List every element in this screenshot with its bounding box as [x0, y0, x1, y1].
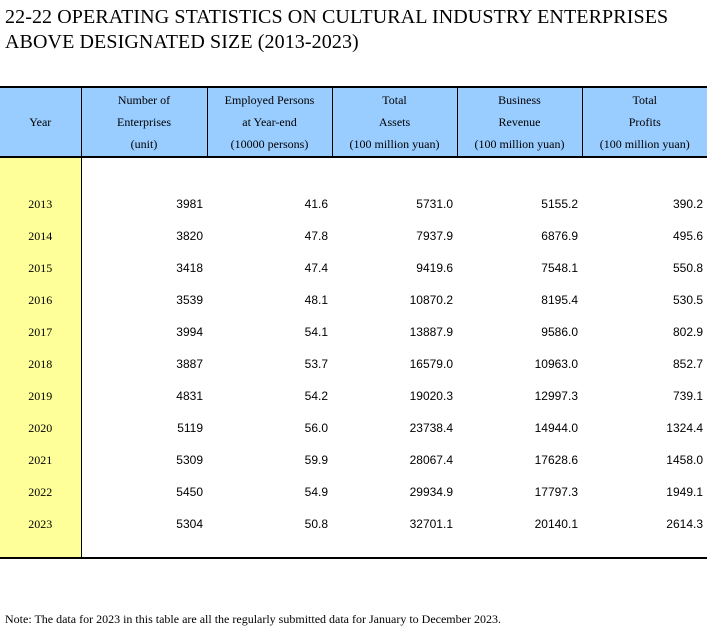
cell-assets: 28067.4	[409, 453, 453, 467]
table-row: 2017 3994 54.1 13887.9 9586.0 802.9	[0, 316, 707, 348]
cell-profits: 852.7	[672, 357, 703, 371]
col-header-year: Year	[0, 86, 82, 158]
cell-profits: 530.5	[672, 293, 703, 307]
table-row: 2021 5309 59.9 28067.4 17628.6 1458.0	[0, 444, 707, 476]
cell-enterprises: 3994	[176, 325, 203, 339]
table-row: 2020 5119 56.0 23738.4 14944.0 1324.4	[0, 412, 707, 444]
cell-assets: 13887.9	[409, 325, 453, 339]
cell-revenue: 8195.4	[541, 293, 578, 307]
cell-revenue: 5155.2	[541, 197, 578, 211]
cell-employed: 59.9	[304, 453, 328, 467]
cell-year: 2023	[0, 508, 82, 540]
cell-employed: 47.8	[304, 229, 328, 243]
col-header-employed: Employed Persons at Year-end (10000 person…	[207, 86, 333, 158]
col-header-enterprises: Number of Enterprises (unit)	[81, 86, 208, 158]
spacer-row	[0, 157, 707, 188]
cell-year: 2016	[0, 284, 82, 316]
cell-profits: 1458.0	[666, 453, 703, 467]
bottom-spacer-row	[0, 540, 707, 559]
cell-enterprises: 5119	[177, 421, 203, 435]
cell-profits: 739.1	[672, 389, 703, 403]
table-row: 2016 3539 48.1 10870.2 8195.4 530.5	[0, 284, 707, 316]
col-header-revenue: Business Revenue (100 million yuan)	[457, 86, 583, 158]
statistics-table: Year Number of Enterprises (unit) Employed…	[0, 86, 707, 559]
cell-year: 2015	[0, 252, 82, 284]
cell-year: 2020	[0, 412, 82, 444]
cell-employed: 54.2	[304, 389, 328, 403]
header-row: Year Number of Enterprises (unit) Employed…	[0, 86, 707, 158]
cell-assets: 9419.6	[416, 261, 453, 275]
table-note: Note: The data for 2023 in this table ar…	[5, 612, 501, 626]
cell-profits: 2614.3	[666, 517, 703, 531]
cell-revenue: 12997.3	[534, 389, 578, 403]
cell-profits: 550.8	[672, 261, 703, 275]
cell-year: 2014	[0, 220, 82, 252]
cell-enterprises: 5304	[176, 517, 203, 531]
cell-enterprises: 3887	[176, 357, 203, 371]
cell-enterprises: 3820	[176, 229, 203, 243]
cell-revenue: 17628.6	[534, 453, 578, 467]
cell-year: 2013	[0, 188, 82, 220]
cell-enterprises: 3539	[176, 293, 203, 307]
cell-revenue: 6876.9	[541, 229, 578, 243]
cell-year: 2022	[0, 476, 82, 508]
cell-employed: 53.7	[304, 357, 328, 371]
cell-year: 2019	[0, 380, 82, 412]
col-header-profits: Total Profits (100 million yuan)	[582, 86, 707, 158]
cell-employed: 41.6	[304, 197, 328, 211]
cell-profits: 495.6	[672, 229, 703, 243]
cell-revenue: 7548.1	[541, 261, 578, 275]
cell-employed: 50.8	[304, 517, 328, 531]
table-row: 2019 4831 54.2 19020.3 12997.3 739.1	[0, 380, 707, 412]
cell-assets: 16579.0	[409, 357, 453, 371]
cell-profits: 390.2	[672, 197, 703, 211]
cell-enterprises: 5309	[176, 453, 203, 467]
cell-profits: 802.9	[672, 325, 703, 339]
table-row: 2018 3887 53.7 16579.0 10963.0 852.7	[0, 348, 707, 380]
cell-profits: 1324.4	[666, 421, 703, 435]
table-title: 22-22 OPERATING STATISTICS ON CULTURAL I…	[5, 5, 705, 55]
cell-employed: 47.4	[304, 261, 328, 275]
title-line-2: ABOVE DESIGNATED SIZE (2013-2023)	[5, 31, 359, 53]
cell-employed: 56.0	[304, 421, 328, 435]
table-row: 2023 5304 50.8 32701.1 20140.1 2614.3	[0, 508, 707, 540]
table-row: 2022 5450 54.9 29934.9 17797.3 1949.1	[0, 476, 707, 508]
col-header-assets: Total Assets (100 million yuan)	[332, 86, 458, 158]
cell-profits: 1949.1	[666, 485, 703, 499]
table-row: 2015 3418 47.4 9419.6 7548.1 550.8	[0, 252, 707, 284]
cell-employed: 48.1	[304, 293, 328, 307]
cell-year: 2021	[0, 444, 82, 476]
table-row: 2014 3820 47.8 7937.9 6876.9 495.6	[0, 220, 707, 252]
cell-enterprises: 5450	[176, 485, 203, 499]
cell-assets: 5731.0	[416, 197, 453, 211]
cell-enterprises: 3981	[176, 197, 203, 211]
cell-revenue: 9586.0	[541, 325, 578, 339]
cell-year: 2017	[0, 316, 82, 348]
title-line-1: 22-22 OPERATING STATISTICS ON CULTURAL I…	[5, 6, 669, 28]
cell-employed: 54.1	[304, 325, 328, 339]
cell-assets: 19020.3	[409, 389, 453, 403]
cell-year: 2018	[0, 348, 82, 380]
cell-assets: 29934.9	[409, 485, 453, 499]
cell-revenue: 14944.0	[534, 421, 578, 435]
cell-revenue: 20140.1	[534, 517, 578, 531]
table-row: 2013 3981 41.6 5731.0 5155.2 390.2	[0, 188, 707, 220]
cell-employed: 54.9	[304, 485, 328, 499]
cell-assets: 7937.9	[416, 229, 453, 243]
cell-revenue: 10963.0	[534, 357, 578, 371]
cell-revenue: 17797.3	[534, 485, 578, 499]
cell-assets: 10870.2	[409, 293, 453, 307]
cell-assets: 32701.1	[409, 517, 453, 531]
cell-enterprises: 4831	[176, 389, 203, 403]
cell-enterprises: 3418	[176, 261, 203, 275]
cell-assets: 23738.4	[409, 421, 453, 435]
